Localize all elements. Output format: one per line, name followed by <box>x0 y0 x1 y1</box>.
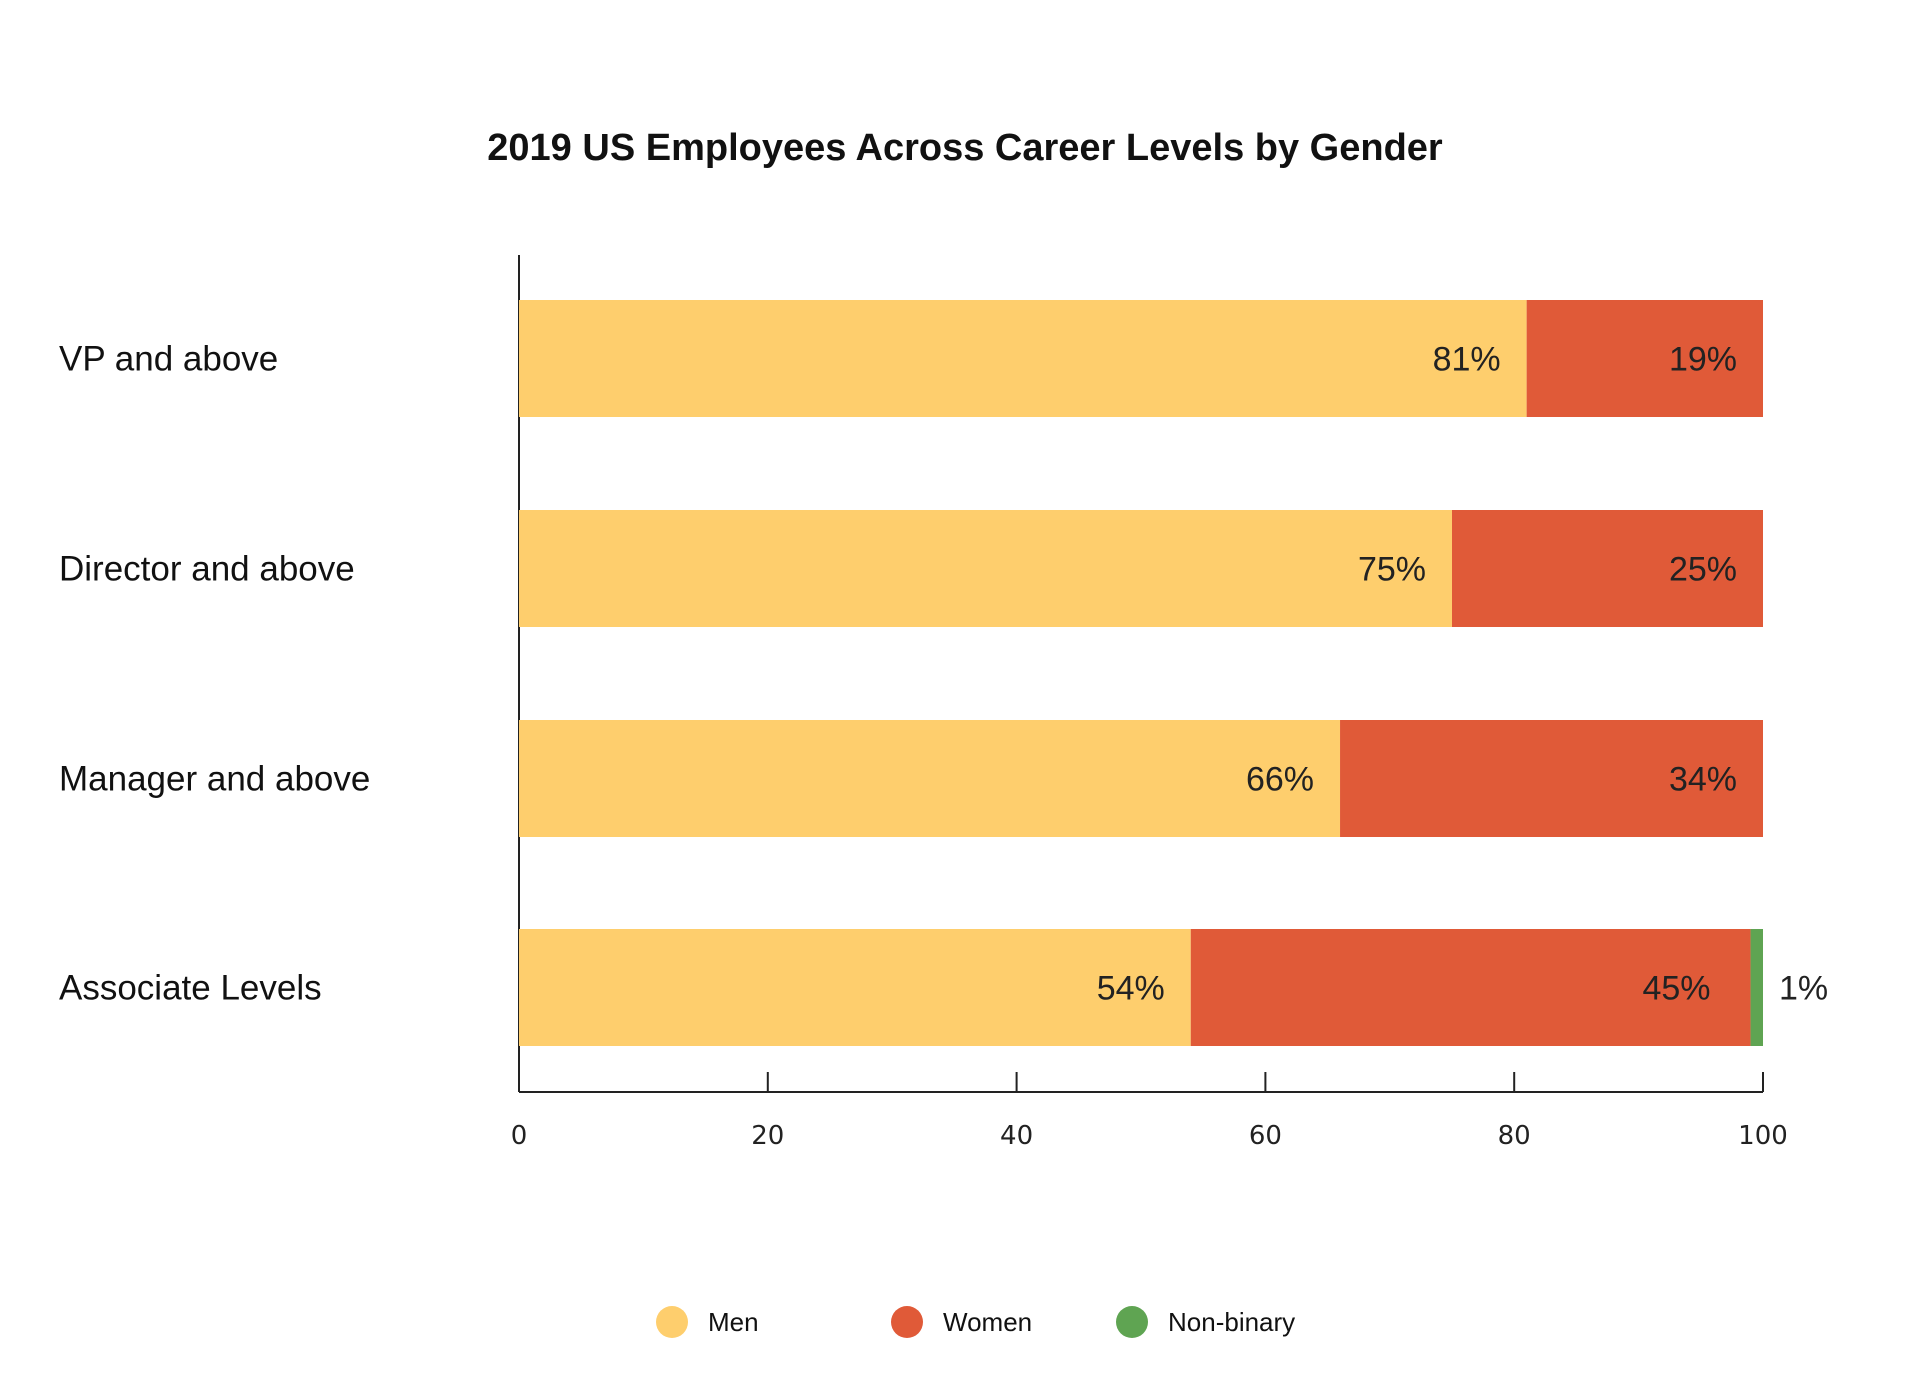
legend-swatch <box>891 1306 923 1338</box>
bar-men <box>519 510 1452 627</box>
bar-women <box>1526 300 1763 417</box>
category-label: Director and above <box>59 550 355 589</box>
legend-swatch <box>1116 1306 1148 1338</box>
x-tick-label: 20 <box>751 1121 784 1151</box>
bar-men <box>519 929 1191 1046</box>
category-label: VP and above <box>59 340 278 379</box>
x-tick-label: 60 <box>1249 1121 1282 1151</box>
x-tick-label: 0 <box>511 1121 528 1151</box>
x-tick-label: 40 <box>1000 1121 1033 1151</box>
x-tick-label: 80 <box>1498 1121 1531 1151</box>
data-label: 75% <box>1358 551 1426 589</box>
bar-women <box>1452 510 1763 627</box>
plot-area: VP and above 81% 19% Director and above 75% 2… <box>59 255 1828 1151</box>
x-tick-label: 100 <box>1738 1121 1788 1151</box>
data-label: 19% <box>1669 341 1737 379</box>
bar-non-binary <box>1750 929 1763 1046</box>
category-label: Associate Levels <box>59 969 322 1008</box>
data-label: 34% <box>1669 761 1737 799</box>
data-label: 66% <box>1246 761 1314 799</box>
data-label: 25% <box>1669 551 1737 589</box>
data-label: 1% <box>1779 970 1828 1008</box>
data-label: 54% <box>1097 970 1165 1008</box>
category-label: Manager and above <box>59 760 370 799</box>
bar-women <box>1340 720 1763 837</box>
bar-men <box>519 300 1527 417</box>
bar-women <box>1190 929 1751 1046</box>
legend-label: Non-binary <box>1168 1307 1295 1337</box>
legend-label: Women <box>943 1307 1032 1337</box>
legend-swatch <box>656 1306 688 1338</box>
chart-title: 2019 US Employees Across Career Levels b… <box>487 127 1443 169</box>
bar-men <box>519 720 1341 837</box>
legend-label: Men <box>708 1307 759 1337</box>
data-label: 45% <box>1642 970 1710 1008</box>
data-label: 81% <box>1433 341 1501 379</box>
legend: Men Women Non-binary <box>656 1306 1295 1338</box>
